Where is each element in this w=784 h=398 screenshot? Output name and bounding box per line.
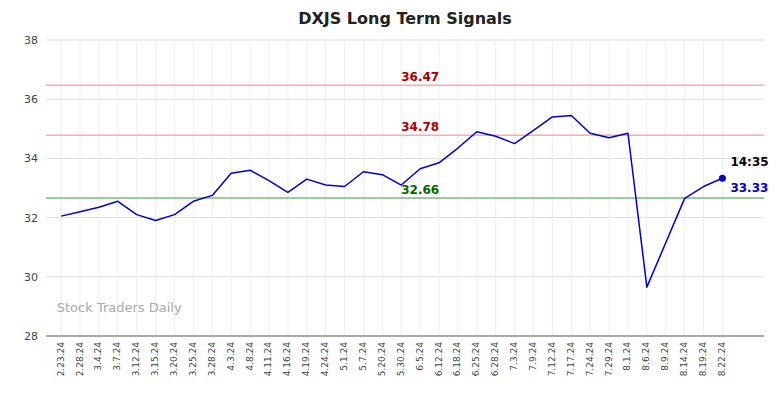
- chart: 28 30 32 34 36 38 2.23.24 2.28.24 3.4.24 3.7.24 3.…: [0, 0, 784, 398]
- x-tick-label: 4.19.24: [301, 342, 311, 377]
- x-tick-label: 8.1.24: [622, 342, 632, 371]
- x-tick-label: 5.1.24: [339, 342, 349, 371]
- x-grid-line: [174, 40, 175, 336]
- y-grid-line: [46, 336, 764, 337]
- x-grid-line: [684, 40, 685, 336]
- x-grid-line: [646, 40, 647, 336]
- x-axis-line: [46, 336, 764, 337]
- x-grid-line: [306, 40, 307, 336]
- x-tick-label: 8.9.24: [660, 342, 670, 371]
- x-grid-line: [703, 40, 704, 336]
- x-tick-label: 6.5.24: [415, 342, 425, 371]
- x-grid-line: [665, 40, 666, 336]
- x-tick-label: 4.16.24: [282, 342, 292, 377]
- x-grid-line: [193, 40, 194, 336]
- y-tick-label: 32: [24, 212, 38, 225]
- x-tick-label: 4.8.24: [245, 342, 255, 371]
- x-tick-label: 3.15.24: [150, 342, 160, 377]
- y-grid-line: [46, 276, 764, 277]
- x-tick-label: 7.29.24: [604, 342, 614, 377]
- x-tick-label: 3.25.24: [188, 342, 198, 377]
- x-tick-label: 3.7.24: [112, 342, 122, 371]
- x-grid-line: [552, 40, 553, 336]
- x-tick-label: 8.6.24: [641, 342, 651, 371]
- x-tick-label: 7.3.24: [509, 342, 519, 371]
- x-grid-line: [98, 40, 99, 336]
- x-tick-label: 6.18.24: [452, 342, 462, 377]
- x-tick-label: 3.28.24: [207, 342, 217, 377]
- x-grid-line: [212, 40, 213, 336]
- price-line: [61, 115, 722, 287]
- x-grid-line: [136, 40, 137, 336]
- y-tick-label: 36: [24, 93, 38, 106]
- x-tick-label: 7.12.24: [547, 342, 557, 377]
- x-grid-line: [117, 40, 118, 336]
- signal-label: 34.78: [401, 120, 439, 134]
- x-grid-line: [571, 40, 572, 336]
- x-tick-label: 4.11.24: [263, 342, 273, 377]
- x-tick-label: 6.25.24: [471, 342, 481, 377]
- x-tick-label: 5.7.24: [358, 342, 368, 371]
- signal-line: [46, 85, 764, 87]
- end-time-label: 14:35: [730, 155, 768, 169]
- x-tick-label: 5.20.24: [377, 342, 387, 377]
- plot-area: [46, 85, 764, 287]
- watermark: Stock Traders Daily: [57, 300, 182, 315]
- x-grid-line: [155, 40, 156, 336]
- x-tick-label: 5.30.24: [396, 342, 406, 377]
- x-tick-label: 3.4.24: [93, 342, 103, 371]
- x-grid-line: [61, 40, 62, 336]
- x-grid-line: [325, 40, 326, 336]
- x-tick-label: 4.24.24: [320, 342, 330, 377]
- x-tick-label: 3.20.24: [169, 342, 179, 377]
- signal-label: 32.66: [401, 183, 439, 197]
- x-grid-line: [287, 40, 288, 336]
- y-tick-label: 28: [24, 330, 38, 343]
- y-grid-line: [46, 40, 764, 41]
- x-tick-label: 6.12.24: [434, 342, 444, 377]
- x-grid-line: [476, 40, 477, 336]
- x-grid-line: [344, 40, 345, 336]
- x-grid-line: [514, 40, 515, 336]
- y-grid-line: [46, 158, 764, 159]
- x-tick-label: 2.28.24: [75, 342, 85, 377]
- x-tick-label: 7.17.24: [566, 342, 576, 377]
- x-grid-line: [231, 40, 232, 336]
- y-tick-label: 34: [24, 152, 38, 165]
- x-tick-label: 8.14.24: [679, 342, 689, 377]
- y-grid-line: [46, 217, 764, 218]
- y-tick-label: 38: [24, 34, 38, 47]
- x-grid-line: [627, 40, 628, 336]
- x-tick-label: 4.3.24: [226, 342, 236, 371]
- x-tick-label: 7.24.24: [585, 342, 595, 377]
- x-grid-line: [609, 40, 610, 336]
- x-tick-label: 7.9.24: [528, 342, 538, 371]
- x-grid-line: [495, 40, 496, 336]
- x-grid-line: [533, 40, 534, 336]
- x-tick-label: 8.22.24: [717, 342, 727, 377]
- grid: [46, 40, 764, 336]
- title: DXJS Long Term Signals: [298, 9, 512, 28]
- x-tick-label: 2.23.24: [56, 342, 66, 377]
- x-grid-line: [382, 40, 383, 336]
- x-grid-line: [268, 40, 269, 336]
- x-tick-label: 6.28.24: [490, 342, 500, 377]
- signal-line: [46, 197, 764, 199]
- last-point: [719, 175, 726, 182]
- x-grid-line: [80, 40, 81, 336]
- x-tick-label: 3.12.24: [131, 342, 141, 377]
- x-tick-label: 8.19.24: [698, 342, 708, 377]
- x-grid-line: [250, 40, 251, 336]
- x-grid-line: [363, 40, 364, 336]
- x-grid-line: [590, 40, 591, 336]
- y-grid-line: [46, 99, 764, 100]
- signal-label: 36.47: [401, 70, 439, 84]
- y-tick-label: 30: [24, 271, 38, 284]
- end-value-label: 33.33: [730, 181, 768, 195]
- x-grid-line: [457, 40, 458, 336]
- signal-line: [46, 135, 764, 137]
- x-grid-line: [722, 40, 723, 336]
